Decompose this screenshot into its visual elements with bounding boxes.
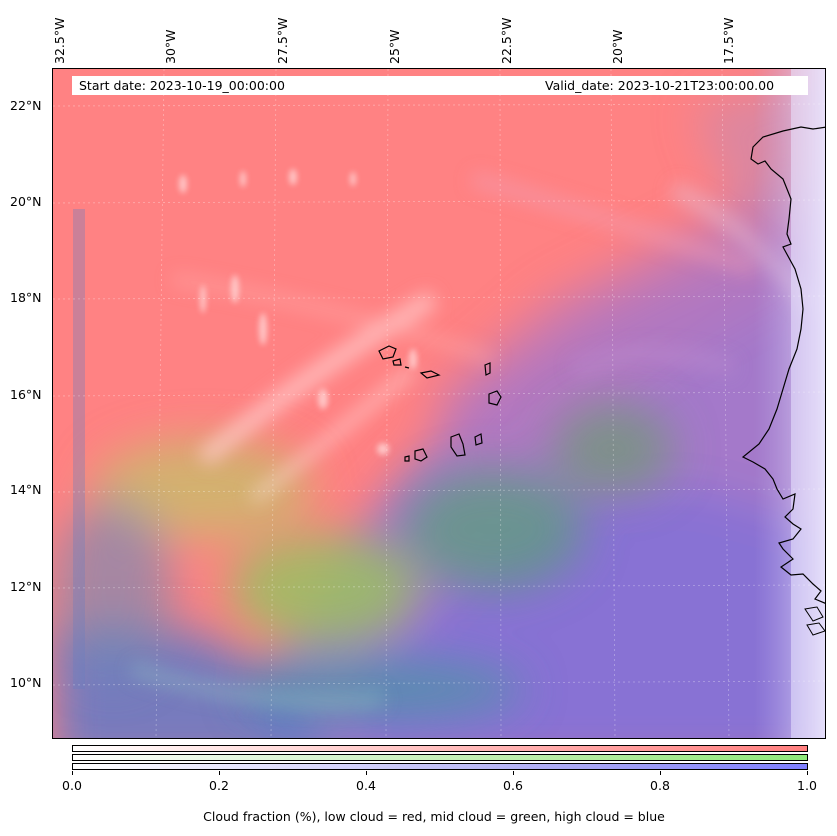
lon-label-32-5w: 32.5°W <box>52 17 67 64</box>
island-brava <box>404 455 410 462</box>
island-sao-vicente <box>392 358 402 366</box>
colorbar-tickmark <box>72 771 73 775</box>
lat-label-14n: 14°N <box>10 482 42 497</box>
colorbar-tickmark <box>513 771 514 775</box>
graticule <box>53 69 825 738</box>
lat-label-12n: 12°N <box>10 579 42 594</box>
colorbar-tick-0-2: 0.2 <box>209 778 229 793</box>
colorbar <box>72 745 808 771</box>
lon-label-27-5w: 27.5°W <box>275 17 290 64</box>
lon-label-30w: 30°W <box>163 29 178 64</box>
date-header-strip <box>72 76 808 95</box>
island-santo-antao <box>378 345 397 360</box>
domain-edge-strip <box>791 69 825 738</box>
cloud-speckles <box>179 169 417 455</box>
coastline-islands <box>804 606 825 636</box>
colorbar-low-cloud-band <box>72 745 808 752</box>
lon-label-20w: 20°W <box>610 29 625 64</box>
map-canvas <box>53 69 825 738</box>
colorbar-tick-0: 0.0 <box>62 778 82 793</box>
start-date-label: Start date: 2023-10-19_00:00:00 <box>79 78 285 93</box>
island-santa-luzia <box>404 366 410 369</box>
colorbar-mid-cloud-band <box>72 754 808 761</box>
colorbar-tick-0-8: 0.8 <box>650 778 670 793</box>
lat-label-22n: 22°N <box>10 98 42 113</box>
island-fogo <box>414 448 428 462</box>
thin-cloud-streaks <box>130 172 820 708</box>
valid-date-label: Valid_date: 2023-10-21T23:00:00.00 <box>545 78 775 93</box>
lon-label-17-5w: 17.5°W <box>721 17 736 64</box>
colorbar-tick-1-0: 1.0 <box>797 778 817 793</box>
lat-label-20n: 20°N <box>10 194 42 209</box>
island-sal <box>484 362 491 376</box>
lat-label-10n: 10°N <box>10 675 42 690</box>
colorbar-tickmark <box>219 771 220 775</box>
cloud-fraction-map <box>52 68 826 739</box>
island-boa-vista <box>488 390 502 406</box>
colorbar-tickmark <box>660 771 661 775</box>
lon-label-22-5w: 22.5°W <box>499 17 514 64</box>
colorbar-tickmark <box>366 771 367 775</box>
island-maio <box>474 433 483 446</box>
african-coastline <box>741 126 825 604</box>
cape-verde-islands <box>378 345 502 462</box>
colorbar-tick-0-4: 0.4 <box>356 778 376 793</box>
island-sao-nicolau <box>419 370 441 379</box>
west-edge-band <box>73 209 85 689</box>
lat-label-18n: 18°N <box>10 290 42 305</box>
island-santiago <box>450 433 466 457</box>
colorbar-label: Cloud fraction (%), low cloud = red, mid… <box>203 809 665 824</box>
colorbar-tick-0-6: 0.6 <box>503 778 523 793</box>
lon-label-25w: 25°W <box>387 29 402 64</box>
colorbar-high-cloud-band <box>72 763 808 770</box>
colorbar-tickmark <box>807 771 808 775</box>
lat-label-16n: 16°N <box>10 387 42 402</box>
